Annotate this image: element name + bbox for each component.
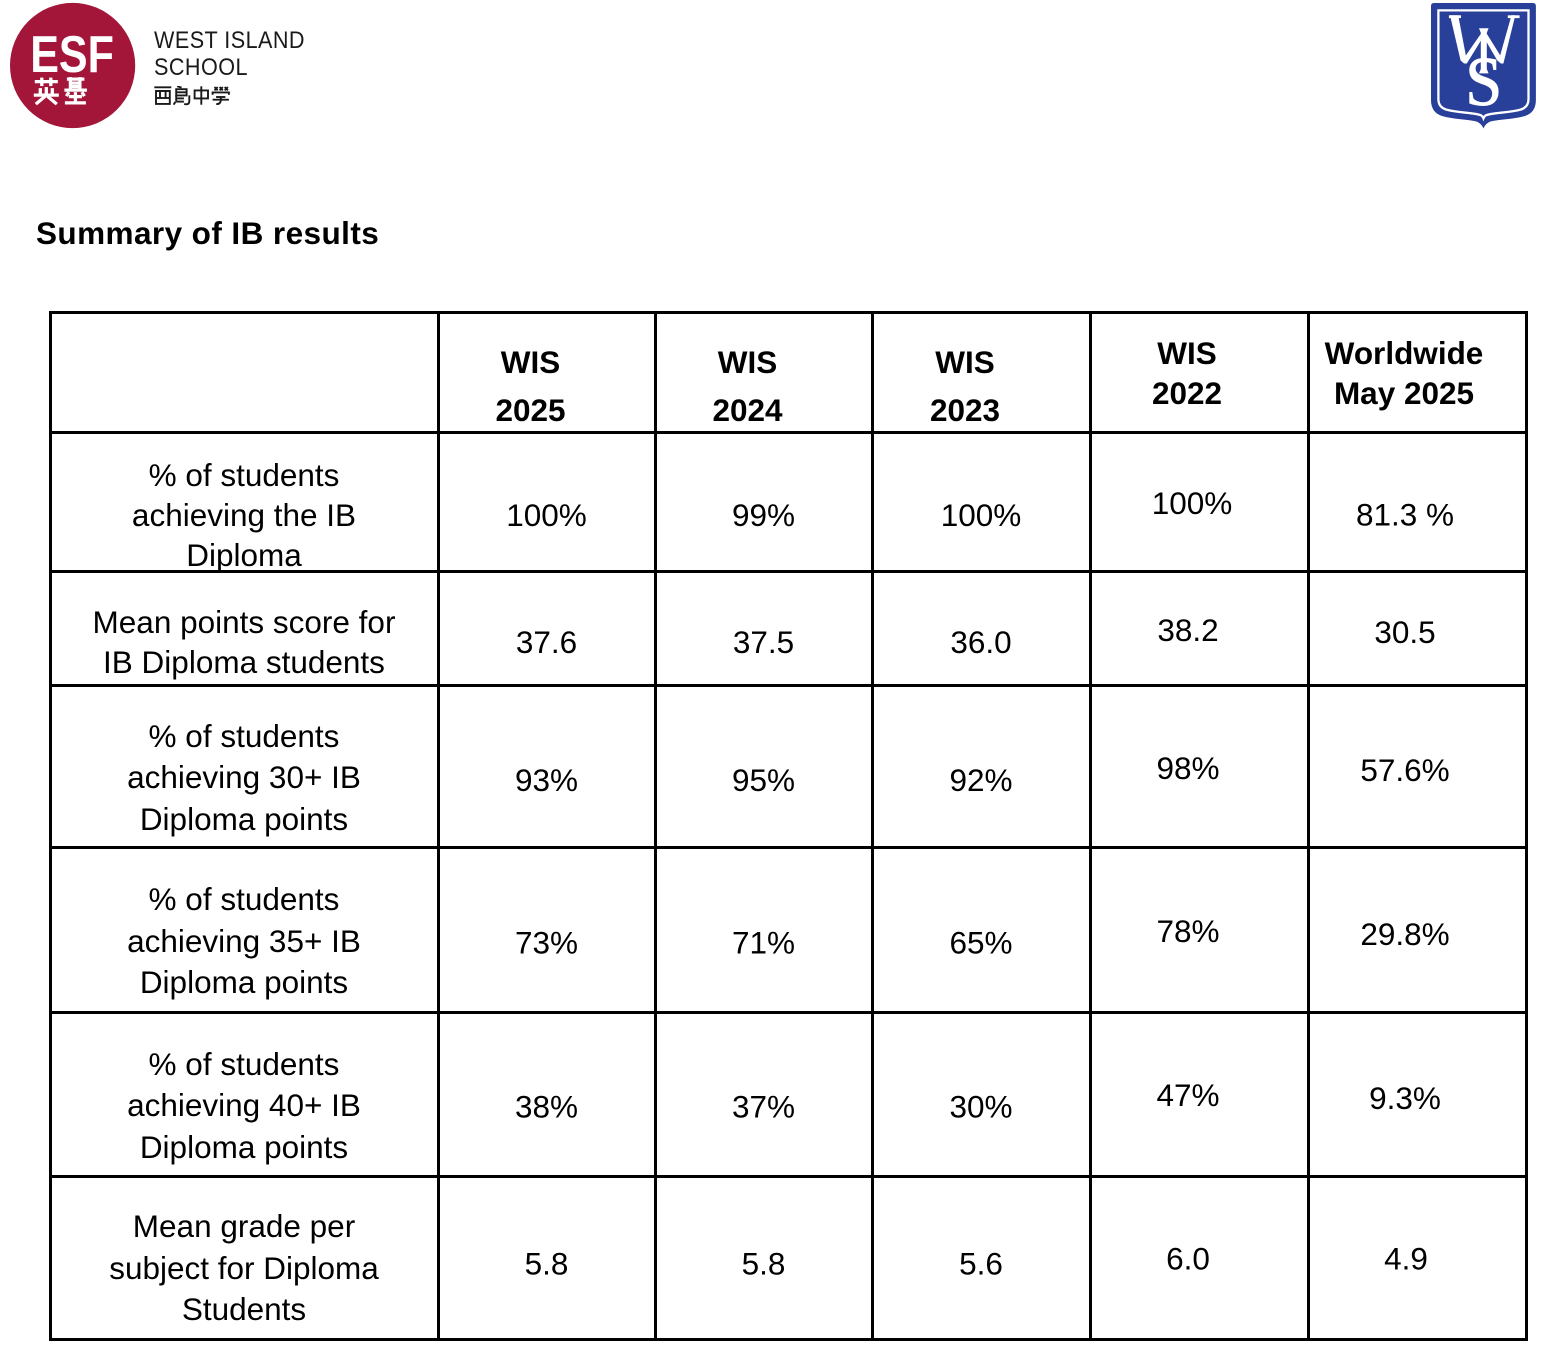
svg-text:ESF: ESF xyxy=(30,26,114,84)
svg-text:S: S xyxy=(1465,43,1502,121)
